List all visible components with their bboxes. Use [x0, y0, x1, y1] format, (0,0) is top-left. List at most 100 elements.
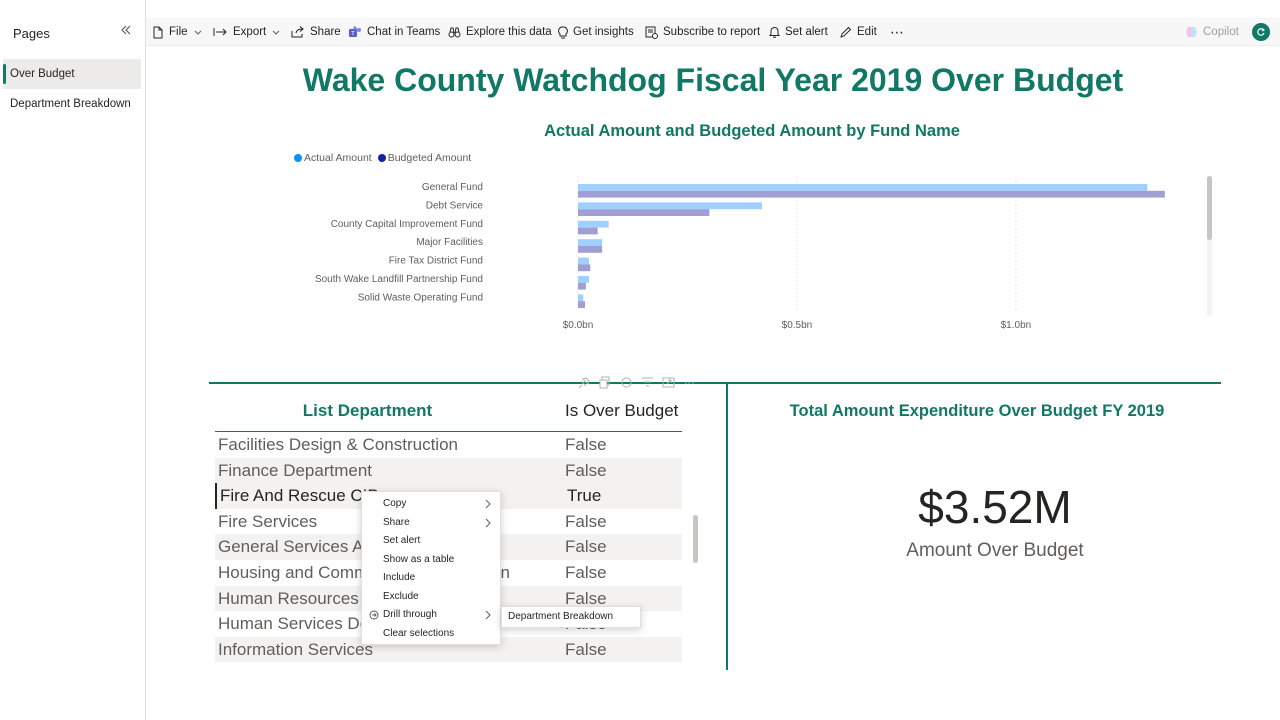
pin-icon[interactable] — [578, 376, 591, 389]
cell-over-budget: False — [565, 588, 607, 608]
table-row[interactable]: Facilities Design & Construction False — [215, 432, 682, 458]
menu-item-label: Drill through — [383, 609, 437, 620]
set-alert-button[interactable]: Set alert — [769, 18, 828, 46]
get-insights-button[interactable]: Get insights — [558, 18, 634, 46]
bar-actual[interactable] — [578, 184, 1148, 191]
chevron-down-icon — [272, 30, 280, 35]
cell-department: Facilities Design & Construction — [218, 435, 458, 454]
x-tick-label: $0.0bn — [563, 320, 594, 331]
bar-budgeted[interactable] — [578, 190, 1165, 198]
menu-item-clear-selections[interactable]: Clear selections — [383, 627, 455, 639]
y-category-label: South Wake Landfill Partnership Fund — [315, 274, 483, 285]
bar-budgeted[interactable] — [578, 301, 586, 308]
y-category-label: General Fund — [422, 182, 483, 193]
menu-item-share[interactable]: Share — [362, 514, 500, 532]
legend-item-budgeted[interactable]: Budgeted Amount — [377, 152, 472, 164]
menu-item-include[interactable]: Include — [383, 572, 416, 583]
bell-icon — [769, 27, 780, 38]
bar-actual[interactable] — [578, 239, 603, 246]
binoculars-icon — [448, 27, 461, 37]
context-menu: Copy Share Set alert Show as a table Inc… — [361, 491, 501, 645]
cell-over-budget: False — [565, 435, 607, 454]
chevron-right-icon — [485, 499, 491, 509]
explore-data-label: Explore this data — [466, 26, 552, 38]
bar-budgeted[interactable] — [578, 264, 591, 272]
filter-icon[interactable] — [641, 376, 654, 389]
report-title: Wake County Watchdog Fiscal Year 2019 Ov… — [302, 62, 1124, 98]
legend-label-budgeted: Budgeted Amount — [387, 152, 472, 164]
chart-scrollbar[interactable] — [1207, 176, 1212, 316]
page-item-over-budget[interactable]: Over Budget — [3, 59, 141, 89]
copy-visual-icon[interactable] — [599, 376, 612, 389]
copilot-visual-icon[interactable] — [620, 376, 633, 389]
subscribe-label: Subscribe to report — [663, 26, 761, 38]
share-button[interactable]: Share — [291, 18, 341, 46]
export-icon — [213, 28, 227, 36]
bar-actual[interactable] — [578, 294, 584, 302]
legend-item-actual[interactable]: Actual Amount — [294, 152, 372, 164]
cell-over-budget: False — [565, 562, 607, 582]
menu-item-set-alert[interactable]: Set alert — [383, 535, 421, 546]
subscribe-button[interactable]: Subscribe to report — [645, 18, 760, 46]
chart-legend: Actual Amount Budgeted Amount — [294, 152, 471, 164]
share-label: Share — [310, 26, 341, 38]
chevron-right-icon — [485, 518, 491, 527]
chevron-right-icon — [485, 610, 491, 620]
cell-over-budget: True — [567, 486, 602, 506]
submenu-item-department-breakdown[interactable]: Department Breakdown — [501, 606, 641, 628]
card-label: Amount Over Budget — [906, 540, 1084, 561]
more-options-button[interactable]: ⋯ — [890, 23, 904, 40]
visual-header — [578, 376, 696, 389]
bar-budgeted[interactable] — [578, 282, 586, 290]
refresh-icon — [1257, 28, 1266, 36]
table-scrollbar[interactable] — [693, 515, 698, 563]
menu-item-exclude[interactable]: Exclude — [383, 590, 419, 602]
edit-label: Edit — [857, 26, 877, 38]
menu-item-label: Share — [383, 516, 410, 528]
collapse-pane-icon[interactable] — [118, 22, 134, 38]
export-menu-button[interactable]: Export — [213, 18, 280, 46]
bar-budgeted[interactable] — [578, 246, 603, 253]
column-header-over-budget[interactable]: Is Over Budget — [565, 401, 679, 420]
pages-pane: Pages Over Budget Department Breakdown — [0, 0, 146, 720]
table-row[interactable]: Finance Department False — [215, 457, 682, 484]
drill-through-icon — [369, 610, 379, 620]
chart-scroll-thumb[interactable] — [1207, 176, 1212, 240]
focus-mode-icon[interactable] — [662, 376, 675, 389]
get-insights-label: Get insights — [573, 26, 634, 38]
chevron-down-icon — [194, 30, 201, 35]
bar-actual[interactable] — [578, 220, 609, 228]
menu-item-drill-through[interactable]: Drill through — [362, 606, 500, 624]
bar-actual[interactable] — [578, 202, 762, 210]
table-row[interactable]: Information Services False — [215, 636, 682, 663]
bar-budgeted[interactable] — [578, 209, 710, 216]
card-title: Total Amount Expenditure Over Budget FY … — [789, 402, 1165, 420]
subscribe-icon — [645, 26, 658, 39]
card-visual-border — [727, 382, 1221, 384]
file-menu-button[interactable]: File — [152, 18, 202, 46]
bar-chart[interactable]: $0.0bn $0.5bn $1.0bn General Fund Debt Servi… — [250, 172, 1210, 337]
explore-data-button[interactable]: Explore this data — [448, 18, 552, 46]
chat-in-teams-button[interactable]: T Chat in Teams — [348, 18, 440, 46]
page-item-department-breakdown[interactable]: Department Breakdown — [10, 98, 131, 110]
menu-item-show-as-table[interactable]: Show as a table — [383, 553, 455, 565]
chat-in-teams-label: Chat in Teams — [367, 26, 441, 38]
cell-over-budget: False — [565, 639, 607, 659]
edit-button[interactable]: Edit — [839, 18, 877, 46]
bar-actual[interactable] — [578, 276, 589, 283]
column-header-department[interactable]: List Department — [302, 401, 433, 420]
legend-label-actual: Actual Amount — [304, 152, 372, 164]
account-avatar[interactable] — [1252, 23, 1270, 41]
file-label: File — [169, 26, 188, 38]
pencil-icon — [840, 26, 852, 38]
cell-department: Information Services — [218, 639, 373, 659]
table-row[interactable]: Fire Services False — [215, 509, 682, 535]
menu-item-copy[interactable]: Copy — [362, 495, 500, 513]
copilot-button[interactable]: Copilot — [1185, 18, 1239, 46]
table-header: List Department Is Over Budget — [215, 396, 682, 432]
bar-actual[interactable] — [578, 257, 589, 265]
visual-divider — [726, 382, 728, 670]
lightbulb-icon — [558, 26, 568, 38]
bar-budgeted[interactable] — [578, 227, 598, 235]
more-visual-options-icon[interactable] — [683, 376, 696, 389]
